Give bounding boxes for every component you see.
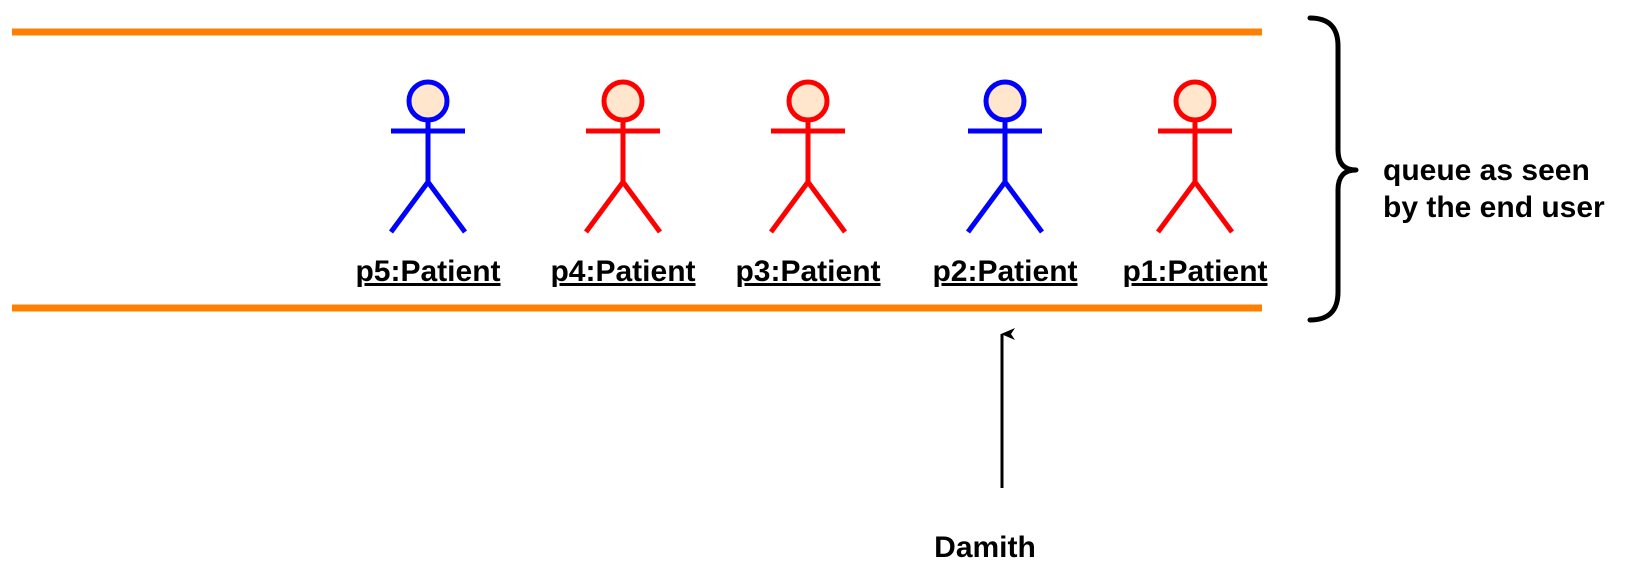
- actor-right-leg: [620, 180, 663, 234]
- actor-p5: [388, 79, 468, 234]
- actor-p4: [583, 79, 663, 234]
- actor-head: [601, 79, 645, 123]
- patient-label-p1: p1:Patient: [1122, 255, 1267, 288]
- patient-label-p4: p4:Patient: [550, 255, 695, 288]
- patient-label-p3: p3:Patient: [735, 255, 880, 288]
- actor-left-leg: [583, 180, 626, 234]
- actor-right-leg: [425, 180, 468, 234]
- curly-brace: [1307, 15, 1359, 323]
- actor-left-leg: [1155, 180, 1198, 234]
- pointer-label-damith: Damith: [934, 531, 1036, 564]
- patient-labels: p5:Patient p4:Patient p3:Patient p2:Pati…: [355, 255, 1267, 288]
- brace-label-line2: by the end user: [1383, 191, 1605, 224]
- actor-left-leg: [768, 180, 811, 234]
- actor-head: [786, 79, 830, 123]
- patient-label-p5: p5:Patient: [355, 255, 500, 288]
- actor-p1: [1155, 79, 1235, 234]
- actor-p2: [965, 79, 1045, 234]
- actor-head: [1173, 79, 1217, 123]
- actor-head: [983, 79, 1027, 123]
- actor-right-leg: [805, 180, 848, 234]
- actor-right-leg: [1192, 180, 1235, 234]
- actor-head: [406, 79, 450, 123]
- actor-left-leg: [388, 180, 431, 234]
- brace-label-line1: queue as seen: [1383, 154, 1590, 187]
- patient-label-p2: p2:Patient: [932, 255, 1077, 288]
- actor-right-leg: [1002, 180, 1045, 234]
- actor-p3: [768, 79, 848, 234]
- actor-left-leg: [965, 180, 1008, 234]
- patient-actors: [388, 79, 1235, 234]
